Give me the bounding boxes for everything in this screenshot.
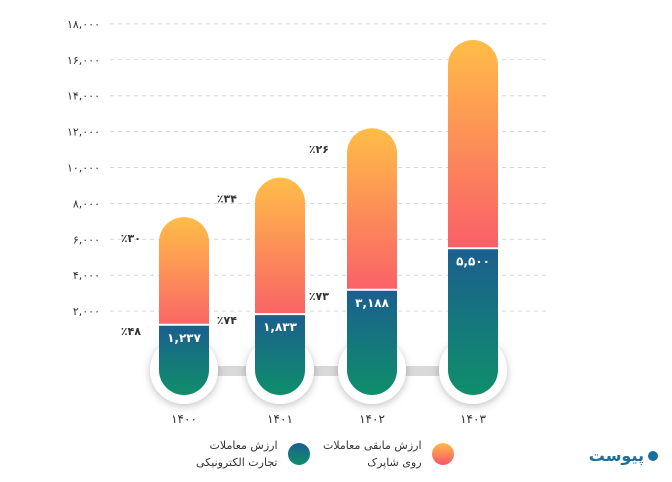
legend-ecommerce-line2: تجارت الکترونیکی — [196, 456, 278, 469]
y-tick-label: ۶,۰۰۰ — [73, 233, 100, 246]
legend-item-ecommerce: ارزش معاملات تجارت الکترونیکی — [196, 437, 310, 471]
legend-other-line2: روی شاپرک — [367, 456, 422, 469]
y-tick-label: ۴,۰۰۰ — [73, 269, 100, 282]
legend-item-other: ارزش مابقی معاملات روی شاپرک — [323, 437, 454, 471]
x-tick-label: ۱۴۰۱ — [267, 412, 293, 426]
legend-other-line1: ارزش مابقی معاملات — [323, 439, 422, 452]
share-label-ecommerce: ٪۷۴ — [217, 314, 237, 327]
logo-text: پیوست — [588, 446, 644, 465]
y-tick-labels: ۲,۰۰۰ ۴,۰۰۰ ۶,۰۰۰ ۸,۰۰۰ ۱۰,۰۰۰ ۱۲,۰۰۰ ۱۴,۰۰۰ ۱۶… — [67, 18, 100, 318]
bar-segment-other — [448, 40, 498, 274]
brand-logo: پیوست — [589, 446, 658, 465]
x-tick-labels: ۱۴۰۰ ۱۴۰۱ ۱۴۰۲ ۱۴۰۳ — [171, 412, 486, 426]
legend-swatch-other — [431, 443, 454, 465]
logo-dot-icon — [648, 450, 658, 461]
legend-ecommerce-line1: ارزش معاملات — [209, 439, 278, 452]
share-label-ecommerce: ٪۷۳ — [309, 290, 329, 303]
bar-value-label: ۳,۱۸۸ — [355, 296, 390, 310]
share-label-other: ٪۲۶ — [309, 143, 329, 156]
bars: ۱,۲۳۷ ٪۴۸ ٪۳۰ ۱,۸۳۳ ٪۷۴ ٪۳۴ ۳,۱۸۸ ٪۷۳ ٪۲۶ ۵,۵۰۰ — [121, 40, 507, 404]
legend-swatch-ecommerce — [287, 443, 310, 465]
bar-value-label: ۵,۵۰۰ — [456, 254, 490, 268]
y-tick-label: ۱۲,۰۰۰ — [67, 126, 100, 139]
y-tick-label: ۱۴,۰۰۰ — [67, 90, 100, 103]
bar-segment-ecommerce — [255, 314, 305, 395]
bar-value-label: ۱,۸۳۳ — [263, 320, 298, 334]
bar-segment-ecommerce — [347, 289, 397, 395]
bar-segment-other — [255, 177, 305, 340]
y-tick-label: ۱۰,۰۰۰ — [67, 162, 100, 175]
bar-segment-other — [347, 128, 397, 315]
y-tick-label: ۱۶,۰۰۰ — [67, 54, 100, 67]
x-tick-label: ۱۴۰۲ — [359, 412, 385, 426]
bar-segment-other — [159, 217, 209, 350]
legend-label-ecommerce: ارزش معاملات تجارت الکترونیکی — [196, 437, 278, 471]
bar-segment-ecommerce — [448, 248, 498, 395]
share-label-ecommerce: ٪۴۸ — [121, 325, 141, 338]
bar-segment-ecommerce — [159, 324, 209, 395]
y-tick-label: ۱۸,۰۰۰ — [67, 18, 100, 31]
share-label-other: ٪۳۰ — [121, 232, 141, 245]
bar-value-label: ۱,۲۳۷ — [167, 331, 202, 345]
x-tick-label: ۱۴۰۰ — [171, 412, 197, 426]
y-tick-label: ۸,۰۰۰ — [73, 197, 100, 210]
y-tick-label: ۲,۰۰۰ — [73, 305, 100, 318]
x-tick-label: ۱۴۰۳ — [460, 412, 486, 426]
share-label-other: ٪۳۴ — [217, 193, 237, 206]
legend-label-other: ارزش مابقی معاملات روی شاپرک — [323, 437, 422, 471]
